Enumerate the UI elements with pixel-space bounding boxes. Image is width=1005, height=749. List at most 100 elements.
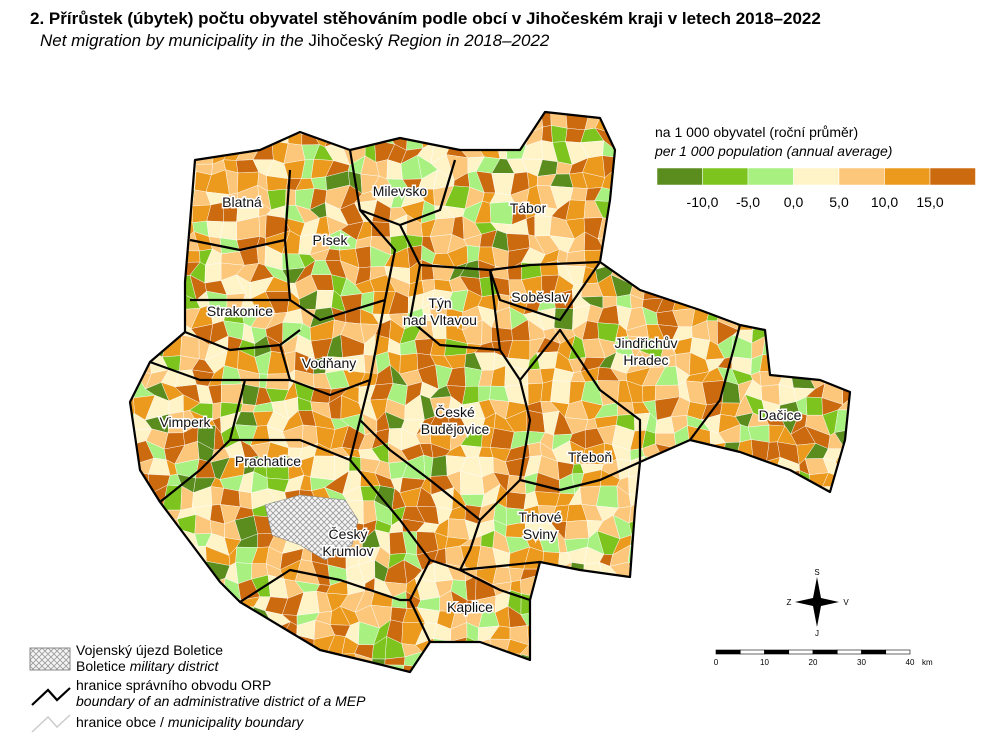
municipality bbox=[235, 622, 251, 646]
municipality bbox=[301, 114, 318, 135]
municipality bbox=[690, 233, 709, 255]
scale-label: 40 bbox=[906, 658, 915, 667]
municipality bbox=[795, 517, 815, 535]
municipality bbox=[144, 141, 170, 162]
municipality bbox=[671, 574, 693, 598]
municipality bbox=[748, 621, 770, 642]
municipality bbox=[766, 474, 786, 494]
municipality bbox=[537, 568, 559, 579]
municipality bbox=[768, 596, 784, 614]
municipality bbox=[792, 248, 816, 269]
subtitle-part: Net migration by municipality in the bbox=[40, 31, 308, 50]
municipality bbox=[528, 441, 542, 457]
municipality bbox=[822, 564, 840, 586]
district-boundary bbox=[488, 261, 601, 322]
municipality bbox=[729, 668, 753, 672]
municipality bbox=[657, 244, 680, 271]
municipality bbox=[658, 634, 677, 659]
municipality bbox=[464, 112, 484, 135]
municipality bbox=[780, 664, 799, 672]
legend-title-en: per 1 000 population (annual average) bbox=[654, 143, 892, 159]
scale-label: 10 bbox=[760, 658, 769, 667]
municipality bbox=[149, 202, 166, 225]
municipality bbox=[624, 143, 651, 161]
municipality bbox=[837, 568, 850, 584]
municipality bbox=[225, 112, 244, 121]
municipality bbox=[716, 654, 740, 672]
municipality bbox=[836, 604, 850, 628]
municipality bbox=[823, 249, 840, 263]
municipality bbox=[789, 548, 812, 565]
municipality bbox=[717, 112, 733, 119]
district-boundary bbox=[519, 460, 641, 492]
district-label-line: Český bbox=[329, 526, 368, 542]
municipality bbox=[684, 574, 710, 596]
municipality bbox=[639, 591, 665, 610]
municipality bbox=[568, 606, 591, 628]
district-label-line: Jindřichův bbox=[614, 335, 677, 351]
district-label-line: Kaplice bbox=[447, 599, 493, 615]
municipality bbox=[596, 485, 619, 509]
municipality bbox=[804, 292, 831, 309]
municipality bbox=[807, 672, 823, 689]
municipality bbox=[130, 201, 153, 225]
municipality bbox=[527, 667, 546, 672]
scale-label: 20 bbox=[809, 658, 818, 667]
municipality bbox=[809, 201, 827, 218]
municipality bbox=[708, 291, 720, 313]
municipality bbox=[706, 593, 718, 606]
compass-w: Z bbox=[787, 598, 792, 607]
municipality bbox=[734, 514, 756, 541]
municipality bbox=[149, 220, 167, 237]
municipality bbox=[821, 604, 842, 628]
municipality bbox=[149, 174, 166, 193]
municipality bbox=[609, 609, 635, 625]
municipality bbox=[130, 519, 134, 539]
municipality bbox=[310, 667, 332, 672]
municipality bbox=[745, 474, 769, 495]
municipality bbox=[791, 307, 815, 329]
municipality bbox=[236, 118, 257, 136]
municipality bbox=[660, 665, 680, 672]
municipality bbox=[660, 531, 681, 555]
district-boundary bbox=[239, 568, 410, 603]
municipality bbox=[387, 112, 409, 118]
municipality bbox=[851, 186, 871, 204]
municipality bbox=[685, 549, 707, 567]
municipality bbox=[716, 636, 740, 660]
municipality bbox=[655, 591, 680, 614]
municipality bbox=[614, 577, 636, 598]
municipality bbox=[437, 651, 452, 672]
municipality bbox=[162, 201, 186, 221]
legend-label: -10,0 bbox=[687, 194, 719, 210]
municipality bbox=[491, 664, 508, 672]
municipality bbox=[733, 235, 751, 252]
municipality bbox=[480, 112, 498, 116]
municipality bbox=[789, 635, 812, 653]
municipality bbox=[315, 289, 334, 310]
map-legend-part: Boletice bbox=[76, 658, 130, 674]
municipality bbox=[178, 579, 194, 599]
municipality bbox=[134, 214, 153, 234]
legend-swatch bbox=[838, 167, 885, 186]
municipality bbox=[662, 275, 679, 299]
municipality bbox=[792, 280, 807, 300]
district-label: Týn nad Vltavou bbox=[403, 295, 477, 328]
municipality bbox=[790, 563, 812, 580]
municipality bbox=[191, 592, 211, 616]
district-label-line: Trhové bbox=[518, 509, 561, 525]
municipality bbox=[775, 334, 798, 358]
municipality bbox=[824, 371, 843, 384]
municipality bbox=[655, 518, 680, 539]
municipality bbox=[701, 217, 722, 241]
municipality bbox=[671, 263, 696, 285]
municipality bbox=[855, 313, 870, 322]
municipality bbox=[582, 651, 605, 672]
municipality bbox=[160, 319, 182, 337]
municipality bbox=[684, 538, 702, 555]
municipality bbox=[542, 625, 560, 645]
municipality bbox=[235, 635, 259, 656]
scale-segment bbox=[861, 649, 887, 655]
municipality bbox=[774, 530, 798, 549]
